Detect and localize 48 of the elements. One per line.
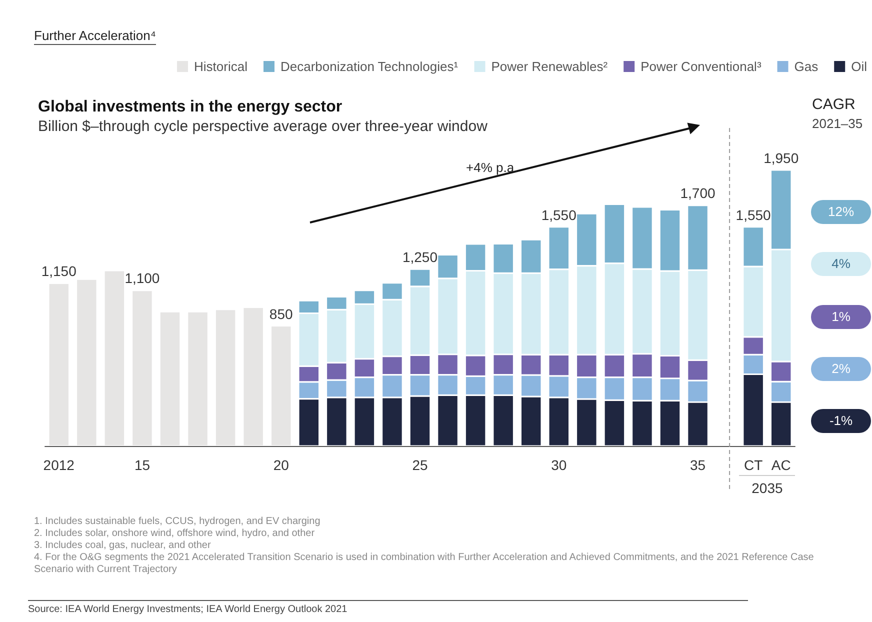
legend-label: Power Renewables²: [491, 59, 608, 74]
x-tick-label: AC: [771, 457, 791, 473]
text: 4. For the O&G segments the 2021 Accelerated Transition Scenario is used in combination with Further Acceleration and Achieved Commitments, and the 2021 Reference Case Scenario with Current Trajectory: [34, 552, 815, 576]
chart-title: Global investments in the energy sector: [38, 98, 342, 116]
text: CAGR: [812, 96, 856, 113]
text: -1%: [811, 409, 871, 433]
bar: [242, 307, 264, 446]
text: 2. Includes solar, onshore wind, offshore wind, hydro, and other: [34, 528, 316, 540]
text: 1. Includes sustainable fuels, CCUS, hydrogen, and EV charging: [34, 516, 322, 528]
text: 3. Includes coal, gas, nuclear, and other: [34, 540, 212, 552]
source-note: Source: IEA World Energy Investments; IEA World Energy Outlook 2021: [28, 600, 748, 615]
x-tick-label: 2012: [43, 457, 75, 473]
legend-label: Oil: [851, 59, 868, 74]
bar: [132, 290, 153, 446]
text: 1%: [811, 305, 871, 329]
bar: [104, 270, 125, 446]
x-tick-label: 15: [134, 457, 150, 473]
bar: [215, 309, 236, 446]
text: Further Acceleration⁴: [34, 28, 156, 45]
text: 4%: [811, 252, 871, 276]
bar: [160, 312, 180, 446]
legend-label: Historical: [194, 59, 248, 74]
bar: [187, 312, 208, 446]
x-tick-label: CT: [744, 457, 764, 473]
annotation: +4% p.a.: [466, 160, 518, 175]
x-tick-label: 20: [273, 457, 290, 473]
annotation: 1,950: [762, 150, 800, 166]
x-tick-label: 25: [412, 457, 428, 473]
annotation: 1,550: [540, 206, 578, 223]
annotation: 1,150: [40, 263, 78, 280]
legend-label: Decarbonization Technologies¹: [280, 59, 459, 74]
text: 2%: [811, 357, 871, 381]
x-tick-label: 30: [551, 457, 567, 473]
text: 2021–35: [812, 116, 863, 131]
annotation: 1,700: [679, 185, 716, 202]
bar: [48, 283, 70, 446]
legend-label: Gas: [794, 59, 819, 74]
text: 12%: [811, 200, 871, 224]
x-tick-label: 35: [690, 457, 706, 473]
annotation: 1,100: [124, 270, 161, 286]
bar: [270, 326, 292, 446]
chart-subtitle: Billion $–through cycle perspective average over three-year window: [38, 118, 488, 135]
annotation: 1,550: [734, 206, 772, 223]
annotation: 1,250: [401, 249, 439, 266]
text: 2035: [739, 475, 796, 496]
annotation: 850: [268, 306, 294, 322]
legend-label: Power Conventional³: [640, 59, 762, 74]
bar: [76, 279, 98, 446]
